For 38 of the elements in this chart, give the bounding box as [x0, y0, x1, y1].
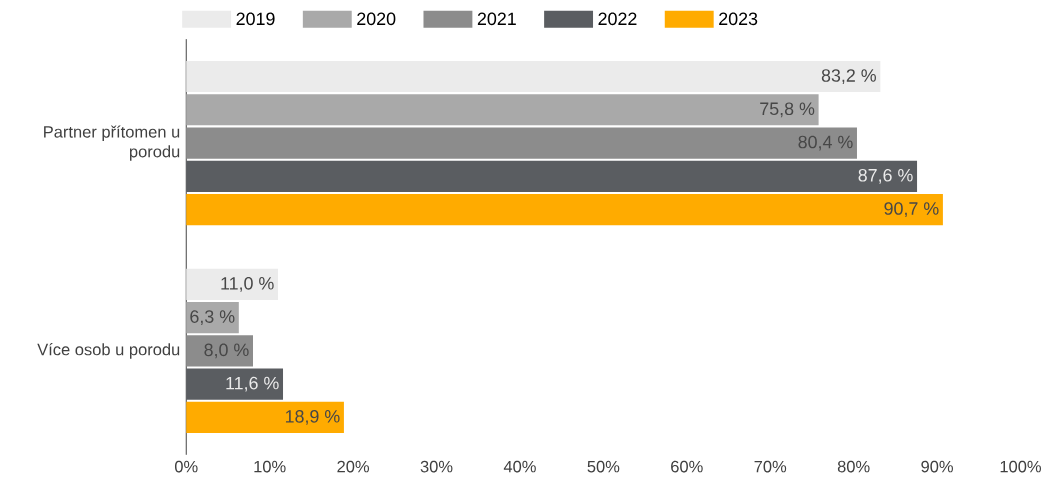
bar [186, 60, 881, 93]
data-label: 87,6 % [858, 168, 913, 184]
bar [186, 401, 344, 433]
x-tick-label: 70% [754, 460, 787, 473]
bar [186, 127, 857, 159]
legend-label: 2023 [719, 12, 758, 26]
legend-label: 2021 [477, 12, 516, 26]
bar [186, 193, 943, 226]
data-label: 18,9 % [285, 409, 340, 425]
legend-label: 2022 [598, 12, 637, 26]
x-tick-label: 100% [1000, 460, 1041, 473]
data-label: 8,0 % [204, 343, 249, 359]
data-label: 75,8 % [760, 102, 815, 118]
x-tick-label: 40% [503, 460, 536, 473]
bar [186, 268, 279, 300]
data-label: 80,4 % [798, 135, 853, 151]
x-tick-label: 0% [174, 460, 198, 473]
x-tick-label: 60% [671, 460, 703, 473]
y-tick-label: Více osob u porodu [37, 343, 180, 359]
data-label: 90,7 % [884, 202, 939, 217]
bar [186, 160, 918, 192]
bar [186, 302, 239, 334]
data-label: 11,6 % [226, 376, 279, 392]
legend-label: 2019 [236, 12, 275, 26]
x-tick-label: 30% [420, 460, 453, 473]
data-label: 83,2 % [821, 69, 876, 84]
x-tick-label: 20% [337, 460, 370, 473]
legend-label: 2020 [357, 12, 396, 26]
x-tick-label: 90% [921, 460, 953, 473]
bar [186, 94, 819, 126]
x-tick-label: 50% [587, 460, 620, 473]
x-tick-label: 80% [837, 460, 870, 473]
x-tick-label: 10% [254, 460, 286, 473]
y-tick-label: Partner přítomen u porodu [44, 125, 180, 161]
bar [186, 335, 253, 367]
data-label: 6,3 % [190, 310, 235, 325]
bar [186, 368, 284, 400]
data-label: 11,0 % [221, 276, 274, 292]
